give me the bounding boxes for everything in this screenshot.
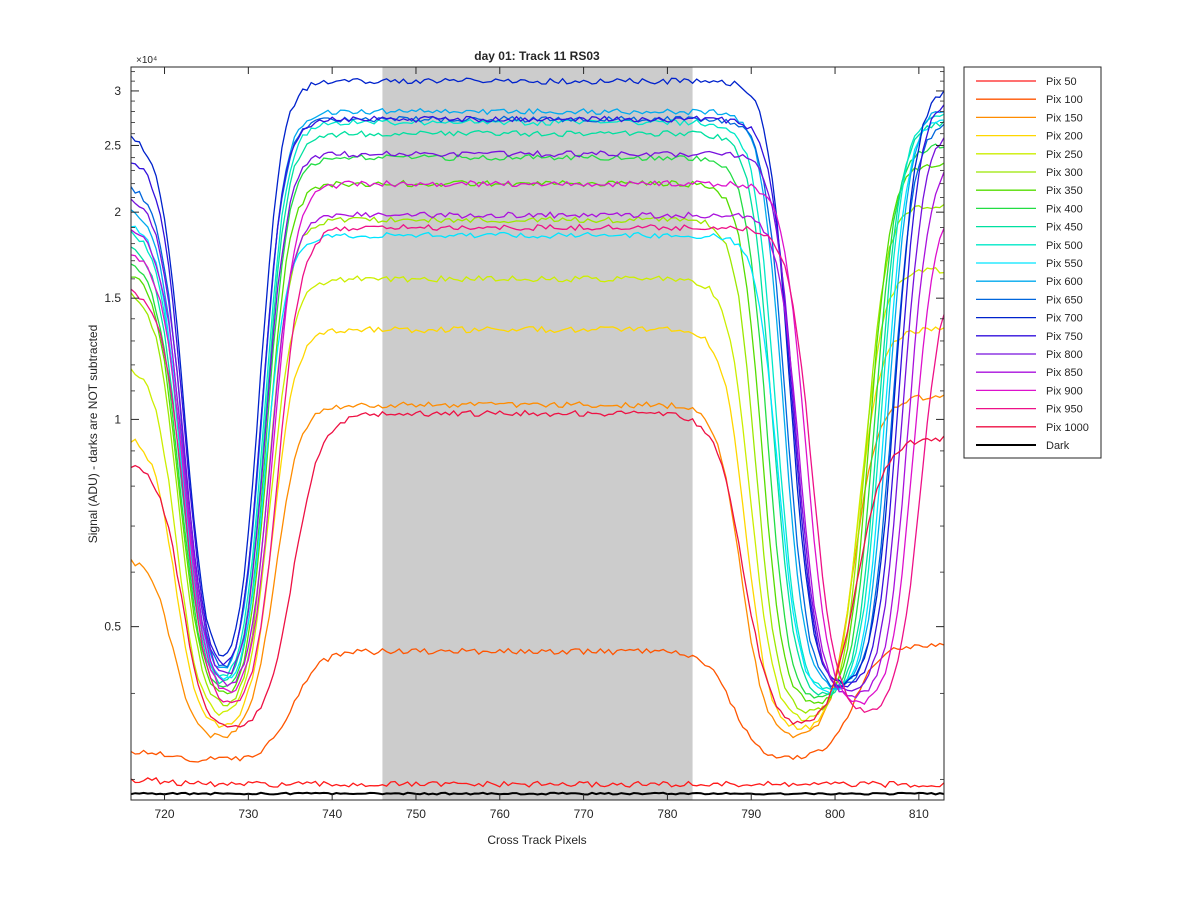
legend-label: Pix 650 (1046, 294, 1083, 306)
series-line-pix-400 (130, 143, 945, 699)
legend-label: Pix 950 (1046, 404, 1083, 416)
series-line-pix-750 (130, 104, 945, 689)
x-tick-label: 780 (657, 807, 677, 821)
series-line-pix-700 (130, 77, 945, 686)
legend-label: Pix 550 (1046, 258, 1083, 270)
series-line-pix-850 (130, 171, 945, 699)
legend-label: Pix 250 (1046, 149, 1083, 161)
y-tick-label: 1.5 (104, 291, 121, 305)
x-axis-label: Cross Track Pixels (487, 833, 586, 847)
legend-label: Pix 700 (1046, 313, 1083, 325)
x-tick-label: 740 (322, 807, 342, 821)
legend-label: Pix 850 (1046, 367, 1083, 379)
series-line-pix-100 (130, 642, 945, 763)
plot-frame (130, 66, 945, 801)
x-tick-label: 730 (238, 807, 258, 821)
x-tick-label: 810 (909, 807, 929, 821)
series-line-dark (130, 791, 945, 796)
series-line-pix-800 (130, 137, 945, 692)
series-line-pix-1000 (130, 409, 945, 728)
series-line-pix-550 (130, 119, 945, 694)
axes-layer: 720 730 740 750 760 770 780 790 800 810 0.5 1 1.5 2 2.… (104, 67, 944, 821)
series-line-pix-50 (130, 777, 945, 789)
legend-label: Pix 400 (1046, 203, 1083, 215)
shaded-region (382, 67, 693, 800)
series-line-pix-150 (130, 394, 945, 739)
x-tick-label: 800 (825, 807, 845, 821)
series-line-pix-900 (130, 179, 945, 705)
series-line-pix-450 (130, 120, 945, 696)
series-line-pix-250 (130, 266, 945, 722)
legend: Pix 50 Pix 100 Pix 150 Pix 200 Pix 250 Pix 30… (963, 66, 1102, 459)
x-tick-label: 750 (406, 807, 426, 821)
legend-label: Pix 800 (1046, 349, 1083, 361)
legend-label: Pix 500 (1046, 240, 1083, 252)
y-tick-label: 2.5 (104, 138, 121, 152)
legend-label: Pix 450 (1046, 222, 1083, 234)
legend-label: Pix 300 (1046, 167, 1083, 179)
series-layer (130, 77, 945, 796)
series-line-pix-350 (131, 162, 945, 705)
series-line-pix-950 (130, 223, 945, 714)
legend-label: Pix 200 (1046, 131, 1083, 143)
y-axis-label: Signal (ADU) - darks are NOT subtracted (86, 325, 100, 544)
x-tick-label: 760 (490, 807, 510, 821)
legend-label: Pix 350 (1046, 185, 1083, 197)
y-tick-label: 1 (114, 412, 121, 426)
legend-label: Pix 1000 (1046, 422, 1089, 434)
y-axis-exponent: ×10⁴ (136, 55, 157, 66)
y-tick-label: 3 (114, 84, 121, 98)
y-tick-label: 2 (114, 205, 121, 219)
chart-title: day 01: Track 11 RS03 (474, 49, 600, 63)
y-tick-label: 0.5 (104, 620, 121, 634)
legend-label: Pix 50 (1046, 76, 1077, 88)
legend-label: Pix 900 (1046, 385, 1083, 397)
series-line-pix-500 (130, 113, 945, 691)
legend-label: Pix 600 (1046, 276, 1083, 288)
x-tick-label: 790 (741, 807, 761, 821)
legend-label: Pix 150 (1046, 112, 1083, 124)
legend-label: Dark (1046, 440, 1070, 452)
legend-label: Pix 100 (1046, 94, 1083, 106)
legend-label: Pix 750 (1046, 331, 1083, 343)
x-tick-label: 770 (574, 807, 594, 821)
x-tick-label: 720 (155, 807, 175, 821)
